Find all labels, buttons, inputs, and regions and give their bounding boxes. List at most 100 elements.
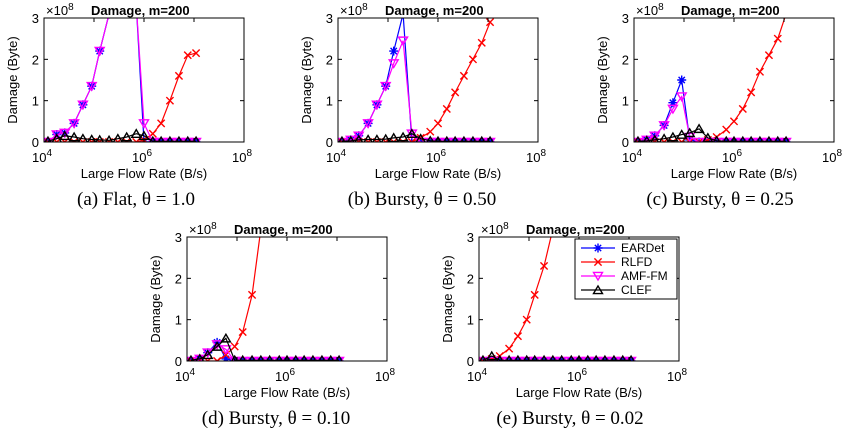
x-tick-base: 10 [175, 369, 189, 384]
y-tick-label: 3 [622, 11, 629, 26]
data-point-clef [434, 135, 442, 142]
subfigure-caption: (b) Bursty, θ = 0.50 [348, 189, 496, 210]
data-point-clef [667, 131, 679, 142]
series-group [634, 18, 792, 142]
data-point-clef [567, 354, 575, 361]
data-point-clef [51, 133, 62, 142]
y-tick-label: 3 [32, 11, 39, 26]
data-point-amf-fm [649, 131, 661, 142]
x-tick-exponent: 8 [246, 148, 252, 159]
data-point-clef [650, 134, 660, 142]
data-point-clef [747, 135, 755, 142]
x-tick-exponent: 6 [581, 367, 587, 378]
data-point-clef [451, 135, 459, 142]
x-tick-label: 104 [622, 148, 642, 165]
x-tick-exponent: 4 [189, 367, 195, 378]
y-multiplier-base: ×10 [636, 3, 658, 18]
data-point-clef [712, 135, 721, 142]
y-multiplier-base: ×10 [46, 3, 68, 18]
data-point-rlfd [505, 344, 514, 353]
y-tick-label: 0 [622, 135, 629, 150]
data-point-clef [592, 354, 600, 361]
y-axis-multiplier: ×108 [636, 2, 664, 18]
data-point-amf-fm [353, 131, 365, 142]
data-point-clef [397, 131, 409, 142]
data-point-clef [549, 354, 557, 361]
data-point-rlfd [530, 290, 539, 299]
x-tick-label: 104 [175, 367, 195, 384]
y-tick-label: 3 [467, 230, 474, 245]
data-point-rlfd [694, 137, 704, 142]
subfigure-caption: (c) Bursty, θ = 0.25 [646, 189, 793, 210]
data-point-rlfd [70, 137, 79, 142]
x-axis-label: Large Flow Rate (B/s) [224, 385, 350, 400]
data-point-clef [95, 134, 105, 142]
x-tick-base: 10 [567, 369, 581, 384]
data-point-rlfd [764, 51, 774, 60]
y-tick-label: 0 [467, 354, 474, 369]
data-point-clef [257, 354, 265, 361]
x-tick-label: 106 [275, 367, 295, 384]
y-tick-label: 2 [32, 52, 39, 67]
x-tick-base: 10 [467, 369, 481, 384]
data-point-clef [469, 135, 477, 142]
data-point-clef [406, 128, 418, 139]
data-point-clef [722, 135, 730, 142]
y-axis-multiplier: ×108 [46, 2, 74, 18]
data-point-clef [765, 135, 773, 142]
data-point-rlfd [191, 49, 201, 58]
legend-marker [592, 271, 604, 282]
data-point-clef [619, 354, 627, 361]
data-point-clef [68, 131, 80, 142]
data-point-clef [265, 354, 274, 361]
x-axis-label: Large Flow Rate (B/s) [375, 166, 501, 181]
data-point-clef [130, 128, 142, 139]
x-tick-exponent: 4 [46, 148, 52, 159]
data-point-rlfd [398, 137, 408, 142]
y-tick-label: 0 [32, 135, 39, 150]
data-point-clef [531, 354, 539, 361]
y-multiplier-exponent: 8 [211, 221, 217, 232]
legend-label: AMF-FM [621, 269, 668, 283]
data-point-rlfd [238, 327, 247, 337]
data-point-clef [346, 135, 355, 142]
data-point-clef [275, 354, 283, 361]
data-point-clef [283, 354, 291, 361]
x-tick-exponent: 6 [736, 148, 742, 159]
data-point-rlfd [213, 356, 222, 361]
data-point-clef [112, 133, 123, 142]
x-tick-base: 10 [275, 369, 289, 384]
x-tick-base: 10 [375, 369, 389, 384]
x-tick-label: 106 [426, 148, 446, 165]
data-point-clef [575, 354, 583, 361]
data-point-clef [675, 129, 688, 139]
x-tick-exponent: 6 [440, 148, 446, 159]
data-point-rlfd [122, 137, 131, 142]
data-point-rlfd [433, 119, 443, 128]
series-line-eardet [637, 79, 787, 142]
data-point-clef [388, 132, 400, 142]
data-point-clef [426, 135, 435, 142]
y-axis-label: Damage (Byte) [5, 36, 20, 123]
data-point-rlfd [157, 119, 166, 128]
series-line-amf-fm [341, 40, 491, 142]
data-point-clef [157, 135, 165, 142]
data-point-rlfd [165, 96, 175, 105]
x-tick-base: 10 [667, 369, 681, 384]
data-point-amf-fm [77, 100, 89, 111]
data-point-clef [104, 134, 114, 142]
legend-marker [593, 243, 603, 253]
data-point-clef [327, 354, 335, 361]
x-tick-exponent: 6 [289, 367, 295, 378]
y-tick-label: 3 [175, 230, 182, 245]
data-point-rlfd [477, 38, 486, 47]
x-tick-exponent: 8 [836, 148, 842, 159]
data-point-rlfd [230, 342, 239, 351]
data-point-rlfd [183, 51, 192, 60]
data-point-clef [220, 332, 232, 343]
data-point-eardet [221, 354, 231, 361]
data-point-rlfd [729, 117, 739, 126]
data-point-clef [248, 354, 256, 361]
